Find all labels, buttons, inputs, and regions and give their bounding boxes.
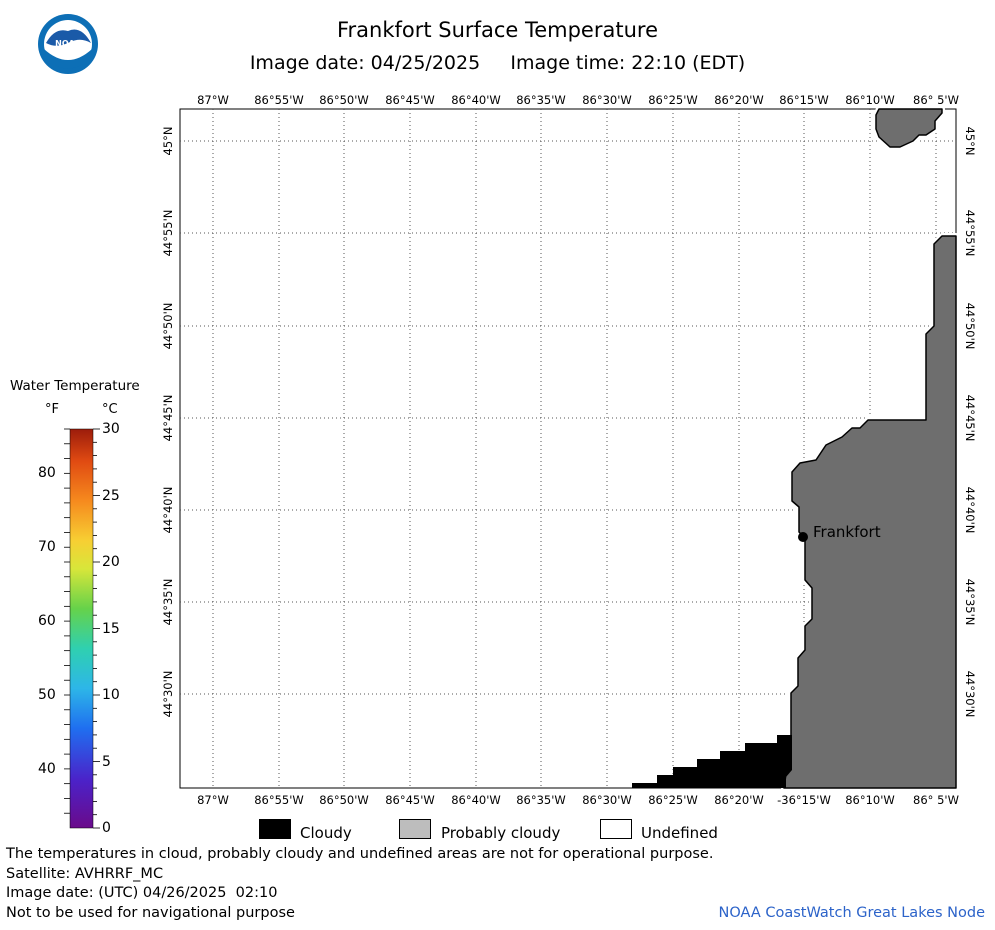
colorbar-tick-label-f: 70 <box>38 539 56 556</box>
latitude-tick-label: 44°50'N <box>161 303 175 350</box>
footer-satellite: Satellite: AVHRRF_MC <box>6 866 164 882</box>
longitude-tick-label: 86°10'W <box>845 793 895 807</box>
footer-navigation-warning: Not to be used for navigational purpose <box>6 905 295 921</box>
image-datetime-local: Image date: 04/25/2025 Image time: 22:10… <box>0 52 995 74</box>
longitude-tick-label: 86°40'W <box>451 793 501 807</box>
latitude-tick-label: 44°30'N <box>963 671 977 718</box>
longitude-tick-label: 86°30'W <box>582 93 632 107</box>
legend-swatch-undefined <box>600 819 632 839</box>
longitude-tick-label: 86°55'W <box>254 93 304 107</box>
colorbar-gradient <box>69 428 94 829</box>
latitude-tick-label: 44°55'N <box>161 210 175 257</box>
longitude-tick-label: 86°40'W <box>451 93 501 107</box>
longitude-tick-label: 86°35'W <box>516 793 566 807</box>
latitude-tick-label: 44°35'N <box>161 579 175 626</box>
legend-label-undefined: Undefined <box>641 824 718 842</box>
legend-label-probably-cloudy: Probably cloudy <box>441 824 561 842</box>
colorbar-minor-ticks <box>64 428 100 829</box>
longitude-tick-label: 87°W <box>197 93 229 107</box>
logo-text: NOAA <box>55 39 81 48</box>
legend-swatch-cloudy <box>259 819 291 839</box>
noaa-logo: NOAA <box>38 14 98 74</box>
longitude-tick-label: 86°45'W <box>385 793 435 807</box>
graticule <box>180 109 956 788</box>
latitude-labels-right: 45°N 44°55'N 44°50'N 44°45'N 44°40'N 44°35'N 4… <box>963 127 977 718</box>
city-label: Frankfort <box>813 523 881 541</box>
colorbar-tick-label-f: 60 <box>38 613 56 630</box>
page-title: Frankfort Surface Temperature <box>336 18 658 42</box>
longitude-tick-label: 86°55'W <box>254 793 304 807</box>
longitude-tick-label: 86°45'W <box>385 93 435 107</box>
footer-disclaimer: The temperatures in cloud, probably clou… <box>6 846 714 862</box>
latitude-tick-label: 44°40'N <box>963 487 977 534</box>
land-north-outline <box>875 108 943 148</box>
colorbar-tick-label-c: 25 <box>102 487 120 504</box>
legend-swatch-probably-cloudy <box>399 819 431 839</box>
longitude-tick-label: 86°50'W <box>319 93 369 107</box>
longitude-tick-label: -36°15'W <box>777 793 831 807</box>
latitude-tick-label: 44°45'N <box>963 395 977 442</box>
colorbar-tick-label-c: 30 <box>102 421 120 437</box>
longitude-tick-label: 86°15'W <box>779 93 829 107</box>
logo-bird-icon <box>46 29 91 46</box>
colorbar-unit-c: °C <box>102 402 118 417</box>
footer-image-date-utc: Image date: (UTC) 04/26/2025 02:10 <box>6 885 278 901</box>
longitude-labels-bottom: 87°W 86°55'W 86°50'W 86°45'W 86°40'W 86°35'W 8… <box>197 793 959 807</box>
latitude-tick-label: 44°40'N <box>161 487 175 534</box>
longitude-tick-label: 86° 5'W <box>913 93 959 107</box>
image-time-local: Image time: 22:10 (EDT) <box>510 52 746 74</box>
latitude-tick-label: 45°N <box>161 127 175 156</box>
latitude-tick-label: 44°35'N <box>963 579 977 626</box>
colorbar-tick-label-c: 0 <box>102 820 111 836</box>
footer-credit: NOAA CoastWatch Great Lakes Node <box>718 905 985 921</box>
colorbar-unit-f: °F <box>45 402 59 417</box>
cloud-area <box>632 735 792 788</box>
image-date-local: Image date: 04/25/2025 <box>249 52 481 74</box>
land-mainland-outline <box>783 235 957 789</box>
latitude-labels-left: 45°N 44°55'N 44°50'N 44°45'N 44°40'N 44°35'N 4… <box>161 127 175 718</box>
longitude-tick-label: 86°50'W <box>319 793 369 807</box>
longitude-tick-label: 86° 5'W <box>913 793 959 807</box>
longitude-tick-label: 86°25'W <box>648 93 698 107</box>
longitude-tick-label: 86°10'W <box>845 93 895 107</box>
city-marker-icon <box>798 532 808 542</box>
colorbar-tick-label-c: 20 <box>102 554 120 570</box>
colorbar <box>64 428 100 829</box>
colorbar-tick-label-f: 40 <box>38 760 56 777</box>
colorbar-tick-label-c: 15 <box>102 620 120 637</box>
longitude-tick-label: 86°35'W <box>516 93 566 107</box>
colorbar-tick-label-c: 10 <box>102 687 120 703</box>
legend-label-cloudy: Cloudy <box>300 824 352 842</box>
longitude-labels-top: 87°W 86°55'W 86°50'W 86°45'W 86°40'W 86°35'W 8… <box>197 93 959 107</box>
latitude-tick-label: 44°50'N <box>963 303 977 350</box>
colorbar-title: Water Temperature <box>10 378 140 394</box>
logo-lower-wave <box>44 49 92 69</box>
longitude-tick-label: 86°20'W <box>714 793 764 807</box>
longitude-tick-label: 86°30'W <box>582 793 632 807</box>
latitude-tick-label: 44°45'N <box>161 395 175 442</box>
longitude-tick-label: 86°25'W <box>648 793 698 807</box>
latitude-tick-label: 44°30'N <box>161 671 175 718</box>
longitude-tick-label: 87°W <box>197 793 229 807</box>
colorbar-tick-label-c: 5 <box>102 753 111 770</box>
colorbar-tick-label-f: 50 <box>38 687 56 703</box>
longitude-tick-label: 86°20'W <box>714 93 764 107</box>
colorbar-tick-label-f: 80 <box>38 465 56 482</box>
latitude-tick-label: 44°55'N <box>963 210 977 257</box>
latitude-tick-label: 45°N <box>963 127 977 156</box>
